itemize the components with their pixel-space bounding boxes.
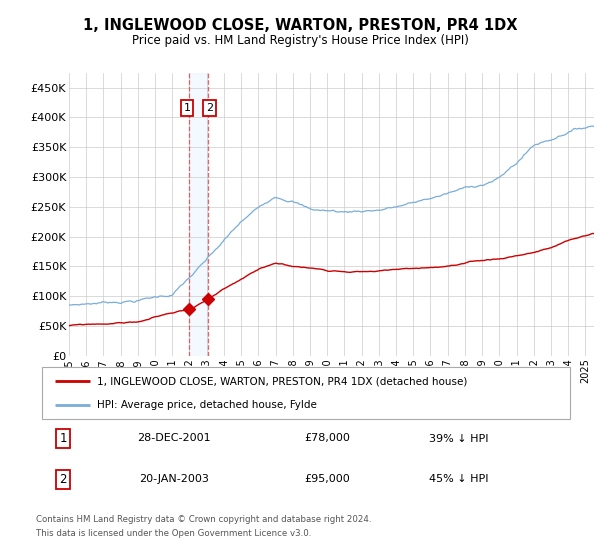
Bar bbox=[189, 73, 208, 356]
Text: 1, INGLEWOOD CLOSE, WARTON, PRESTON, PR4 1DX: 1, INGLEWOOD CLOSE, WARTON, PRESTON, PR4… bbox=[83, 18, 517, 32]
Text: £78,000: £78,000 bbox=[304, 433, 350, 444]
Text: 1, INGLEWOOD CLOSE, WARTON, PRESTON, PR4 1DX (detached house): 1, INGLEWOOD CLOSE, WARTON, PRESTON, PR4… bbox=[97, 376, 468, 386]
Text: HPI: Average price, detached house, Fylde: HPI: Average price, detached house, Fyld… bbox=[97, 400, 317, 410]
Text: £95,000: £95,000 bbox=[304, 474, 350, 484]
Text: Price paid vs. HM Land Registry's House Price Index (HPI): Price paid vs. HM Land Registry's House … bbox=[131, 34, 469, 47]
Text: 28-DEC-2001: 28-DEC-2001 bbox=[137, 433, 211, 444]
Text: 2: 2 bbox=[59, 473, 67, 486]
Text: 39% ↓ HPI: 39% ↓ HPI bbox=[430, 433, 489, 444]
Text: 1: 1 bbox=[184, 103, 190, 113]
Text: Contains HM Land Registry data © Crown copyright and database right 2024.: Contains HM Land Registry data © Crown c… bbox=[36, 515, 371, 524]
Text: 20-JAN-2003: 20-JAN-2003 bbox=[139, 474, 209, 484]
Text: 2: 2 bbox=[206, 103, 213, 113]
Text: 45% ↓ HPI: 45% ↓ HPI bbox=[430, 474, 489, 484]
Text: This data is licensed under the Open Government Licence v3.0.: This data is licensed under the Open Gov… bbox=[36, 529, 311, 538]
Text: 1: 1 bbox=[59, 432, 67, 445]
